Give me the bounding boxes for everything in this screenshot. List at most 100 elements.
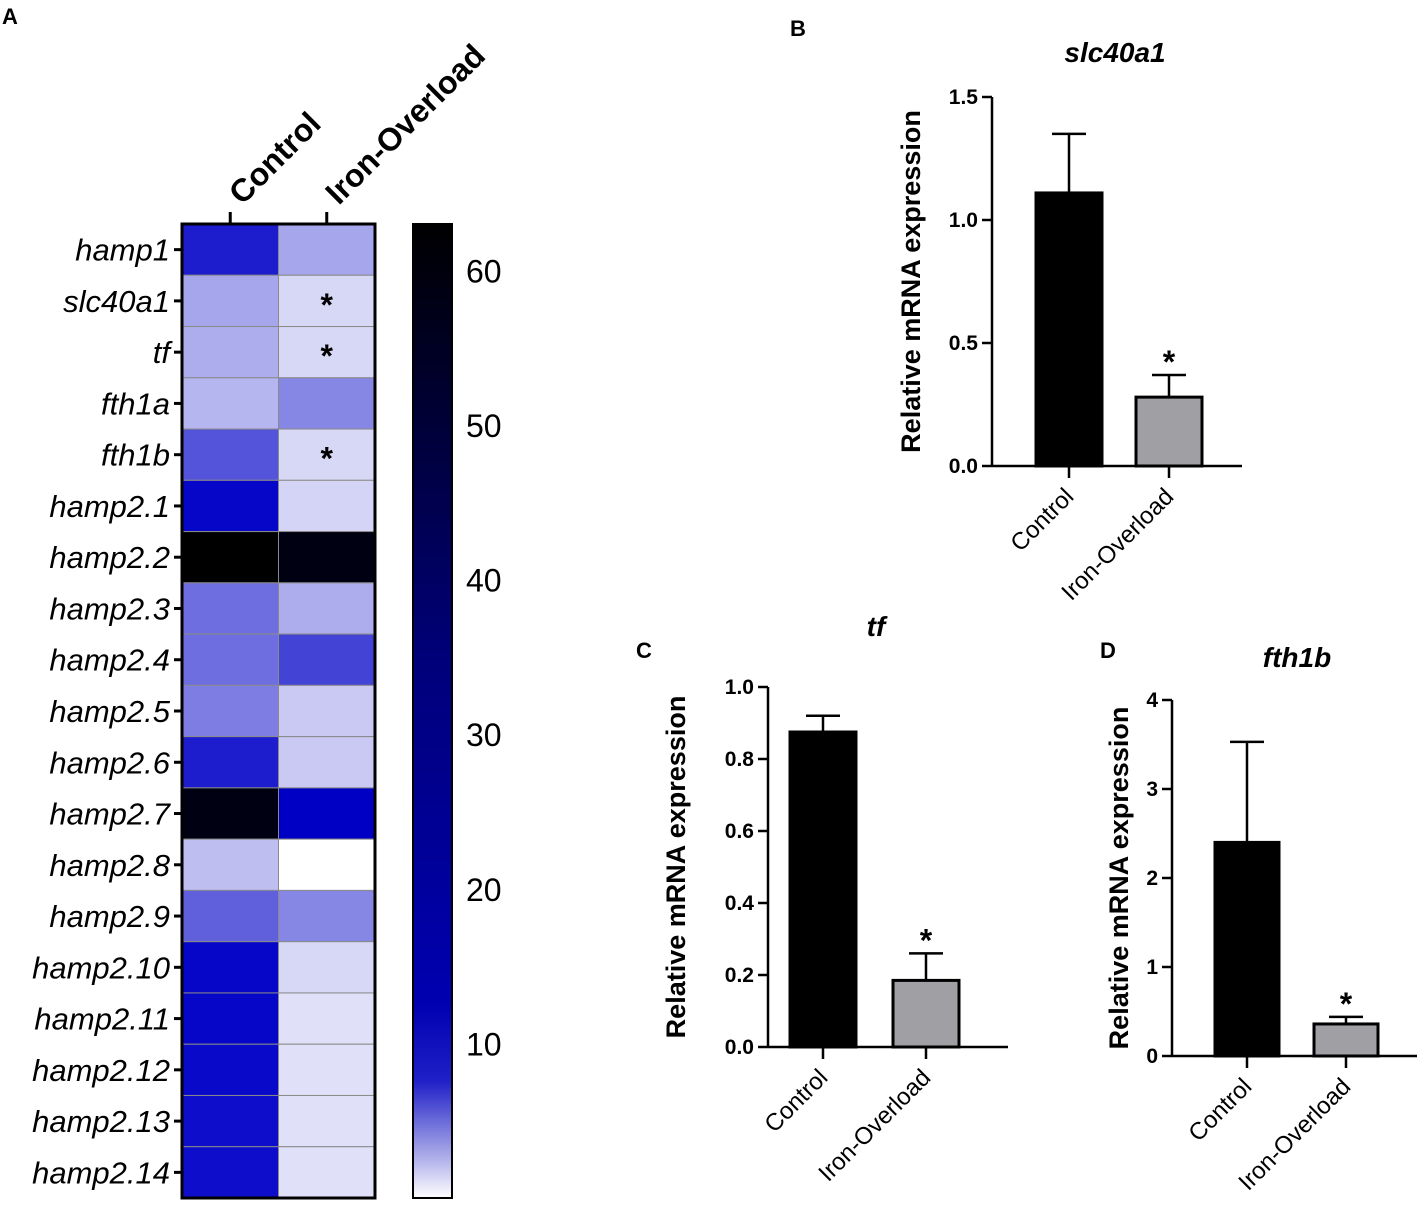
heatmap-cell-hamp1-control [181, 223, 279, 276]
heatmap-cell-hamp2-11-control [181, 992, 279, 1045]
y-axis-label-slc40a1: Relative mRNA expression [896, 110, 926, 453]
bar-slc40a1-iron-overload [1134, 395, 1204, 468]
heatmap-row-label-hamp2-7: hamp2.7 [49, 797, 171, 832]
y-tick-label-slc40a1-2: 1.0 [949, 209, 978, 232]
heatmap-row-label-fth1a: fth1a [101, 386, 170, 421]
heatmap-cells [181, 223, 376, 1199]
heatmap-cell-hamp2-8-control [181, 838, 279, 891]
significance-star-heatmap-fth1b: * [321, 441, 334, 477]
x-tick-label-tf-control: Control [759, 1064, 833, 1138]
y-axis-label-tf: Relative mRNA expression [661, 696, 691, 1039]
heatmap-cell-hamp2-3-control [181, 582, 279, 635]
heatmap-cell-hamp2-12-iron-overload [278, 1043, 376, 1096]
heatmap-row-label-fth1b: fth1b [101, 438, 170, 473]
heatmap-cell-fth1b-iron-overload [278, 428, 376, 481]
panel-letter-b: B [790, 16, 806, 41]
heatmap-cell-hamp2-4-iron-overload [278, 633, 376, 686]
colorbar: 10 20 30 40 50 60 [412, 223, 502, 1199]
heatmap-cell-hamp2-5-iron-overload [278, 684, 376, 738]
heatmap-row-label-hamp1: hamp1 [75, 233, 170, 268]
y-tick-label-fth1b-2: 2 [1146, 867, 1158, 890]
y-tick-label-tf-3: 0.6 [725, 820, 754, 843]
heatmap-row-label-hamp2-11: hamp2.11 [34, 1002, 170, 1037]
heatmap-cell-hamp2-14-iron-overload [278, 1146, 376, 1199]
chart-title-slc40a1: slc40a1 [1064, 37, 1165, 68]
bar-chart-slc40a1: slc40a1 Relative mRNA expression 0.0 0.5 1.0… [896, 37, 1242, 606]
heatmap-cell-hamp2-3-iron-overload [278, 582, 376, 635]
heatmap-column-label-iron-overload: Iron-Overload [318, 37, 492, 211]
heatmap-row-label-hamp2-6: hamp2.6 [49, 745, 170, 780]
heatmap-cell-fth1a-control [181, 377, 279, 430]
bar-chart-fth1b: fth1b Relative mRNA expression 0 1 2 3 4 Contro… [1104, 642, 1417, 1196]
heatmap-cell-hamp2-2-control [181, 531, 279, 584]
significance-star-tf: * [920, 922, 933, 958]
y-tick-label-tf-4: 0.8 [725, 748, 755, 771]
heatmap-row-label-hamp2-14: hamp2.14 [32, 1155, 170, 1190]
heatmap-cell-slc40a1-control [181, 274, 279, 328]
heatmap-cell-hamp2-6-control [181, 736, 279, 789]
heatmap-cell-hamp2-1-control [181, 479, 279, 533]
heatmap-row-label-hamp2-2: hamp2.2 [49, 540, 170, 575]
y-tick-label-tf-1: 0.2 [725, 964, 754, 987]
panel-letter-a: A [2, 4, 18, 29]
heatmap-row-label-hamp2-1: hamp2.1 [49, 489, 170, 524]
heatmap-cell-hamp2-7-control [181, 787, 279, 840]
heatmap-stars: * * * [321, 287, 334, 477]
heatmap-cell-hamp2-7-iron-overload [278, 787, 376, 840]
heatmap-cell-hamp2-6-iron-overload [278, 736, 376, 789]
bar-fth1b-iron-overload [1312, 1022, 1380, 1058]
heatmap-cell-hamp2-9-control [181, 889, 279, 943]
heatmap-row-label-hamp2-3: hamp2.3 [49, 591, 170, 626]
y-tick-label-tf-2: 0.4 [725, 892, 755, 915]
bar-chart-tf: tf Relative mRNA expression 0.0 0.2 0.4 0.6 0.… [661, 611, 1008, 1187]
heatmap-column-label-control: Control [222, 105, 328, 211]
bar-tf-control [788, 730, 858, 1049]
heatmap-cell-hamp2-11-iron-overload [278, 992, 376, 1045]
y-tick-label-tf-0: 0.0 [725, 1036, 754, 1059]
panel-letter-c: C [636, 638, 652, 663]
heatmap-cell-fth1b-control [181, 428, 279, 481]
heatmap-cell-hamp2-2-iron-overload [278, 531, 376, 584]
y-tick-label-fth1b-0: 0 [1146, 1045, 1158, 1068]
heatmap-row-label-slc40a1: slc40a1 [63, 284, 170, 319]
heatmap-cell-hamp1-iron-overload [278, 223, 376, 276]
x-tick-label-fth1b-control: Control [1183, 1073, 1257, 1147]
bar-fth1b-control [1213, 840, 1281, 1058]
y-tick-label-tf-5: 1.0 [725, 676, 754, 699]
y-tick-label-fth1b-4: 4 [1146, 689, 1158, 712]
heatmap-row-labels: hamp1 slc40a1 tf fth1a fth1b hamp2.1 hamp2.2 ha… [32, 233, 182, 1190]
y-tick-label-fth1b-3: 3 [1146, 778, 1158, 801]
significance-star-heatmap-slc40a1: * [321, 287, 334, 323]
heatmap-row-label-hamp2-12: hamp2.12 [32, 1053, 170, 1088]
heatmap-cell-slc40a1-iron-overload [278, 274, 376, 328]
heatmap-cell-hamp2-1-iron-overload [278, 479, 376, 533]
colorbar-tick-label-50: 50 [466, 408, 502, 444]
heatmap-cell-hamp2-10-control [181, 941, 279, 994]
bar-slc40a1-control [1034, 191, 1104, 468]
colorbar-tick-label-10: 10 [466, 1026, 502, 1062]
heatmap-row-label-tf: tf [153, 335, 174, 370]
heatmap-row-label-hamp2-10: hamp2.10 [32, 950, 170, 985]
colorbar-gradient [412, 223, 453, 1199]
heatmap-cell-hamp2-14-control [181, 1146, 279, 1199]
heatmap-cell-hamp2-13-iron-overload [278, 1094, 376, 1148]
colorbar-ticks: 10 20 30 40 50 60 [466, 253, 502, 1062]
heatmap-row-label-hamp2-5: hamp2.5 [49, 694, 170, 729]
heatmap-cell-hamp2-5-control [181, 684, 279, 738]
y-tick-label-slc40a1-0: 0.0 [949, 455, 978, 478]
significance-star-slc40a1: * [1163, 344, 1176, 380]
panel-letter-d: D [1100, 638, 1116, 663]
heatmap-cell-hamp2-12-control [181, 1043, 279, 1096]
y-tick-label-fth1b-1: 1 [1146, 956, 1158, 979]
heatmap-cell-hamp2-4-control [181, 633, 279, 686]
heatmap-row-label-hamp2-8: hamp2.8 [49, 848, 170, 883]
heatmap-cell-tf-control [181, 326, 279, 379]
significance-star-heatmap-tf: * [321, 338, 334, 374]
heatmap-row-label-hamp2-4: hamp2.4 [49, 643, 170, 678]
y-axis-label-fth1b: Relative mRNA expression [1104, 707, 1134, 1050]
bar-tf-iron-overload [891, 978, 961, 1049]
chart-title-tf: tf [867, 611, 888, 642]
heatmap-cell-hamp2-13-control [181, 1094, 279, 1148]
heatmap-cell-hamp2-10-iron-overload [278, 941, 376, 994]
